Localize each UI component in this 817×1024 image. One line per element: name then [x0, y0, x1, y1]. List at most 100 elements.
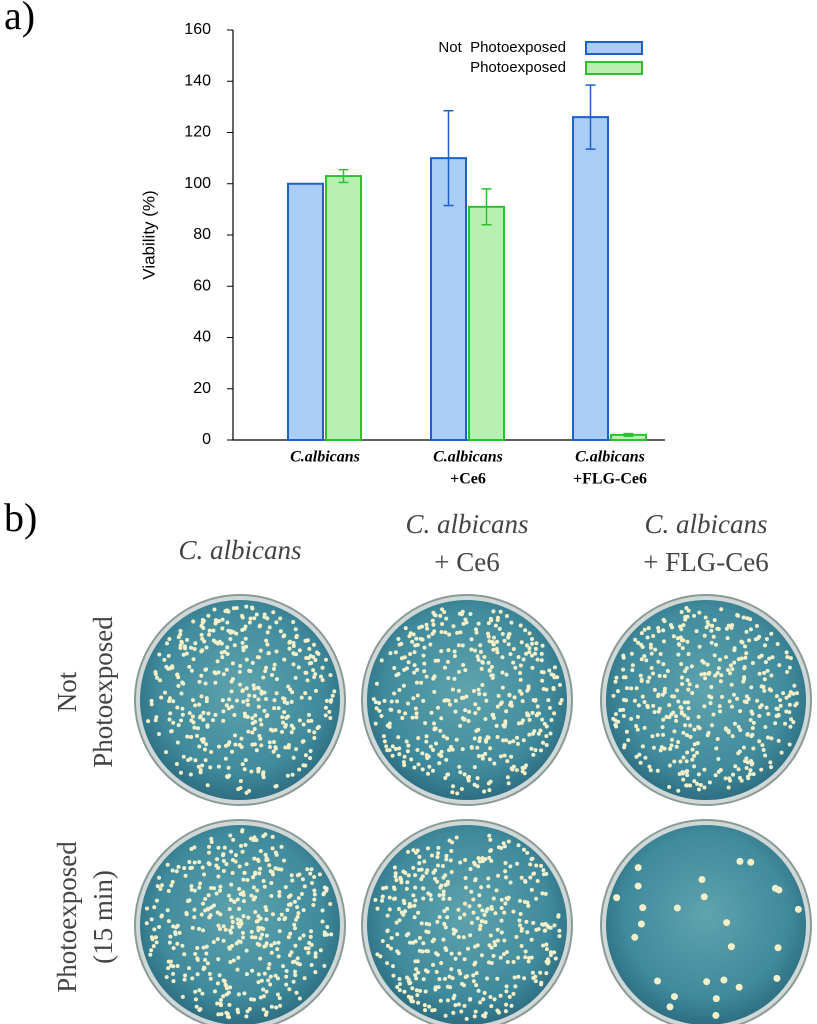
- colony: [422, 661, 427, 666]
- colony: [454, 835, 459, 840]
- colony: [239, 843, 244, 848]
- colony: [502, 938, 507, 943]
- colony: [297, 648, 302, 653]
- colony: [446, 772, 451, 777]
- colony: [312, 888, 317, 893]
- colony: [516, 655, 521, 660]
- colony: [410, 986, 415, 991]
- colony: [207, 850, 212, 855]
- colony: [264, 908, 269, 913]
- colony: [321, 892, 326, 897]
- colony: [274, 620, 279, 625]
- colony: [439, 716, 444, 721]
- colony: [322, 963, 327, 968]
- colony: [273, 866, 278, 871]
- colony: [428, 642, 433, 647]
- error-bar: [623, 432, 634, 437]
- colony: [671, 710, 676, 715]
- colony: [732, 660, 737, 665]
- colony: [486, 634, 491, 639]
- colony: [377, 708, 382, 713]
- colony: [308, 748, 313, 753]
- colony: [438, 998, 443, 1003]
- colony: [241, 899, 246, 904]
- colony: [787, 742, 792, 747]
- colony: [265, 857, 270, 862]
- colony: [270, 872, 275, 877]
- colony: [421, 886, 426, 891]
- colony: [495, 927, 500, 932]
- colony: [402, 763, 407, 768]
- colony: [280, 729, 285, 734]
- colony: [255, 888, 260, 893]
- colony: [503, 901, 508, 906]
- colony: [661, 732, 666, 737]
- colony: [299, 695, 304, 700]
- colony: [760, 743, 765, 748]
- colony: [416, 762, 421, 767]
- colony: [523, 955, 528, 960]
- colony: [686, 687, 691, 692]
- colony: [392, 887, 397, 892]
- colony: [235, 1007, 240, 1012]
- colony: [382, 739, 387, 744]
- colony: [489, 664, 494, 669]
- colony: [225, 645, 230, 650]
- colony: [237, 669, 242, 674]
- colony: [443, 925, 448, 930]
- colony: [424, 674, 429, 679]
- colony: [250, 730, 255, 735]
- colony: [700, 659, 705, 664]
- y-tick-label: 0: [202, 431, 211, 448]
- colony: [727, 943, 735, 951]
- colony: [751, 772, 756, 777]
- colony: [477, 691, 482, 696]
- colony: [200, 901, 205, 906]
- colony: [635, 727, 640, 732]
- colony: [264, 714, 269, 719]
- colony: [545, 961, 550, 966]
- colony: [375, 952, 380, 957]
- colony: [676, 788, 681, 793]
- colony: [676, 652, 681, 657]
- colony: [188, 772, 193, 777]
- colony: [655, 768, 660, 773]
- colony: [272, 698, 277, 703]
- colony: [329, 932, 334, 937]
- colony: [402, 754, 407, 759]
- colony: [204, 742, 209, 747]
- colony: [238, 664, 243, 669]
- colony: [426, 634, 431, 639]
- colony: [145, 906, 150, 911]
- colony: [286, 684, 291, 689]
- colony: [320, 665, 325, 670]
- colony: [683, 669, 688, 674]
- colony: [658, 748, 663, 753]
- colony: [511, 959, 516, 964]
- colony: [490, 639, 495, 644]
- colony: [557, 928, 562, 933]
- colony: [735, 696, 740, 701]
- colony: [285, 773, 290, 778]
- colony: [387, 895, 392, 900]
- colony: [442, 909, 447, 914]
- colony: [398, 982, 403, 987]
- colony: [258, 936, 263, 941]
- colony: [167, 940, 172, 945]
- colony: [712, 1011, 720, 1019]
- colony: [291, 979, 296, 984]
- colony: [692, 779, 697, 784]
- colony: [444, 857, 449, 862]
- colony: [393, 747, 398, 752]
- colony: [313, 658, 318, 663]
- legend-swatch: [585, 61, 643, 75]
- colony: [412, 765, 417, 770]
- colony: [425, 868, 430, 873]
- colony: [546, 698, 551, 703]
- colony: [204, 951, 209, 956]
- colony: [781, 691, 786, 696]
- colony: [224, 667, 229, 672]
- colony: [313, 688, 318, 693]
- colony: [651, 671, 656, 676]
- colony: [223, 927, 228, 932]
